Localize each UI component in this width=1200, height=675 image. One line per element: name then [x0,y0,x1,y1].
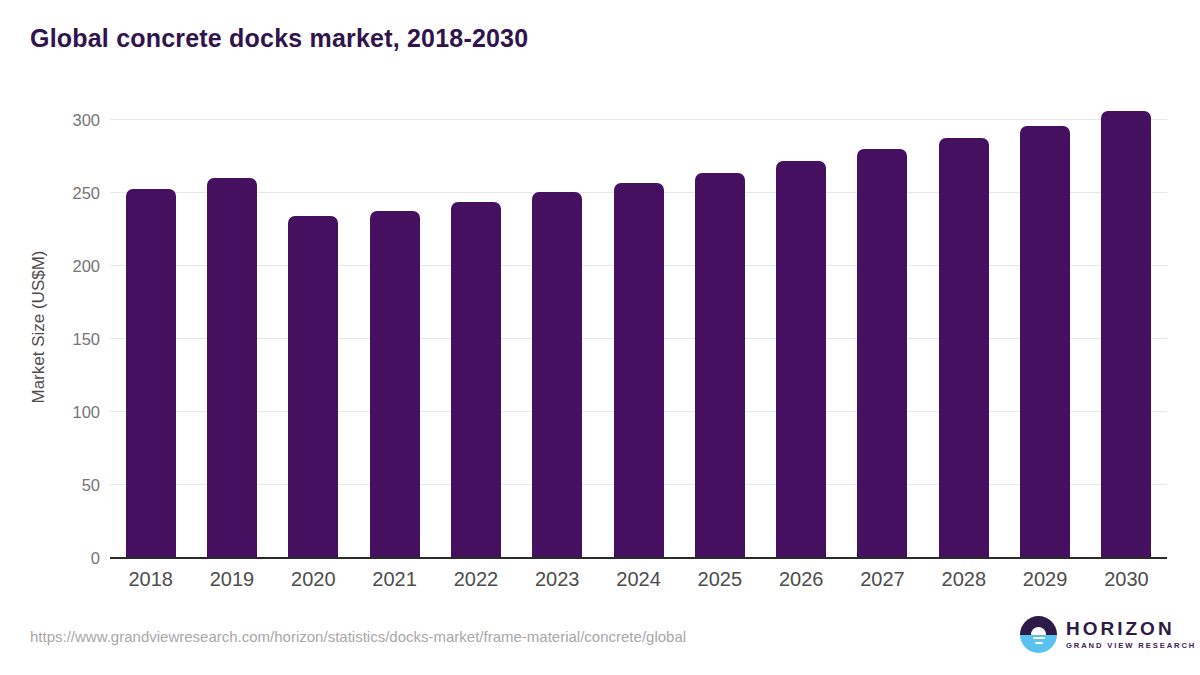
x-label-2019: 2019 [191,568,272,591]
y-tick-label-50: 50 [56,476,100,495]
x-label-2026: 2026 [761,568,842,591]
bar-2026 [776,161,826,558]
bar-2021 [370,211,420,558]
logo-subtitle: GRAND VIEW RESEARCH [1066,641,1196,650]
y-tick-label-250: 250 [56,184,100,203]
y-tick-label-200: 200 [56,257,100,276]
bar-2024 [614,183,664,558]
bar-2029 [1020,126,1070,558]
bar-cell-2020 [273,96,354,558]
x-label-2029: 2029 [1004,568,1085,591]
bar-series [110,96,1167,558]
logo-text: HORIZON GRAND VIEW RESEARCH [1066,619,1196,650]
y-tick-label-300: 300 [56,111,100,130]
source-url: https://www.grandviewresearch.com/horizo… [30,628,686,645]
bar-2030 [1101,111,1151,558]
bar-cell-2018 [110,96,191,558]
x-label-2018: 2018 [110,568,191,591]
x-label-2027: 2027 [842,568,923,591]
bar-2022 [451,202,501,558]
y-tick-label-0: 0 [56,549,100,568]
x-label-2021: 2021 [354,568,435,591]
bar-cell-2026 [761,96,842,558]
bar-cell-2023 [517,96,598,558]
x-label-2028: 2028 [923,568,1004,591]
horizon-logo-icon [1020,616,1057,653]
bar-cell-2028 [923,96,1004,558]
bar-cell-2022 [435,96,516,558]
y-tick-label-100: 100 [56,403,100,422]
bar-cell-2025 [679,96,760,558]
chart-card: Global concrete docks market, 2018-2030 … [0,0,1200,675]
logo-name: HORIZON [1066,619,1196,639]
bar-2025 [695,173,745,558]
bar-cell-2019 [191,96,272,558]
sun-reflection-icon [1035,642,1043,645]
plot-area [110,96,1167,558]
bar-2023 [532,192,582,558]
x-label-2030: 2030 [1086,568,1167,591]
horizon-logo: HORIZON GRAND VIEW RESEARCH [1020,616,1196,653]
y-tick-label-150: 150 [56,330,100,349]
bar-2028 [939,138,989,558]
bar-cell-2027 [842,96,923,558]
chart-title: Global concrete docks market, 2018-2030 [30,24,528,53]
sun-icon [1031,627,1046,635]
y-axis-title: Market Size (US$M) [29,250,49,403]
x-axis-labels: 2018201920202021202220232024202520262027… [110,568,1167,591]
bar-cell-2030 [1086,96,1167,558]
x-label-2022: 2022 [435,568,516,591]
sun-reflection-icon [1033,637,1045,640]
bar-cell-2024 [598,96,679,558]
bar-2020 [288,216,338,558]
bar-2027 [857,149,907,558]
bar-2018 [126,189,176,558]
bar-cell-2029 [1004,96,1085,558]
x-axis-line [110,557,1167,559]
bar-cell-2021 [354,96,435,558]
x-label-2023: 2023 [517,568,598,591]
bar-2019 [207,178,257,558]
x-label-2025: 2025 [679,568,760,591]
x-label-2020: 2020 [273,568,354,591]
x-label-2024: 2024 [598,568,679,591]
